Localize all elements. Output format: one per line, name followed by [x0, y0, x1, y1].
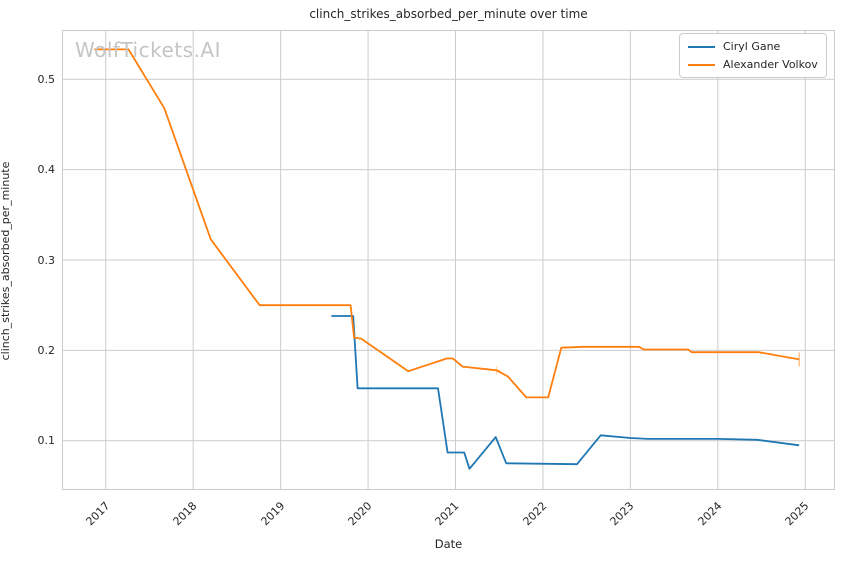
line-chart-canvas [62, 30, 835, 490]
volkov-line [94, 48, 800, 399]
legend-label-volkov: Alexander Volkov [723, 58, 818, 71]
x-axis-title: Date [434, 537, 463, 551]
plot-area: WolfTickets.AI Ciryl Gane Alexander Volk… [62, 30, 835, 490]
gane-line [331, 315, 800, 470]
y-tick-label: 0.1 [37, 434, 56, 448]
legend-item-gane: Ciryl Gane [688, 40, 818, 53]
y-tick-label: 0.3 [37, 253, 56, 267]
volkov-line-swatch [688, 63, 715, 66]
legend-item-volkov: Alexander Volkov [688, 58, 818, 71]
y-axis-title: clinch_strikes_absorbed_per_minute [0, 161, 12, 361]
legend: Ciryl Gane Alexander Volkov [679, 33, 827, 78]
chart-title: clinch_strikes_absorbed_per_minute over … [309, 7, 588, 21]
y-tick-label: 0.4 [37, 163, 56, 177]
legend-label-gane: Ciryl Gane [723, 40, 781, 53]
y-tick-label: 0.2 [37, 343, 56, 357]
axes-frame [62, 30, 835, 490]
y-tick-label: 0.5 [37, 72, 56, 86]
watermark: WolfTickets.AI [75, 38, 221, 62]
gane-line-swatch [688, 45, 715, 48]
